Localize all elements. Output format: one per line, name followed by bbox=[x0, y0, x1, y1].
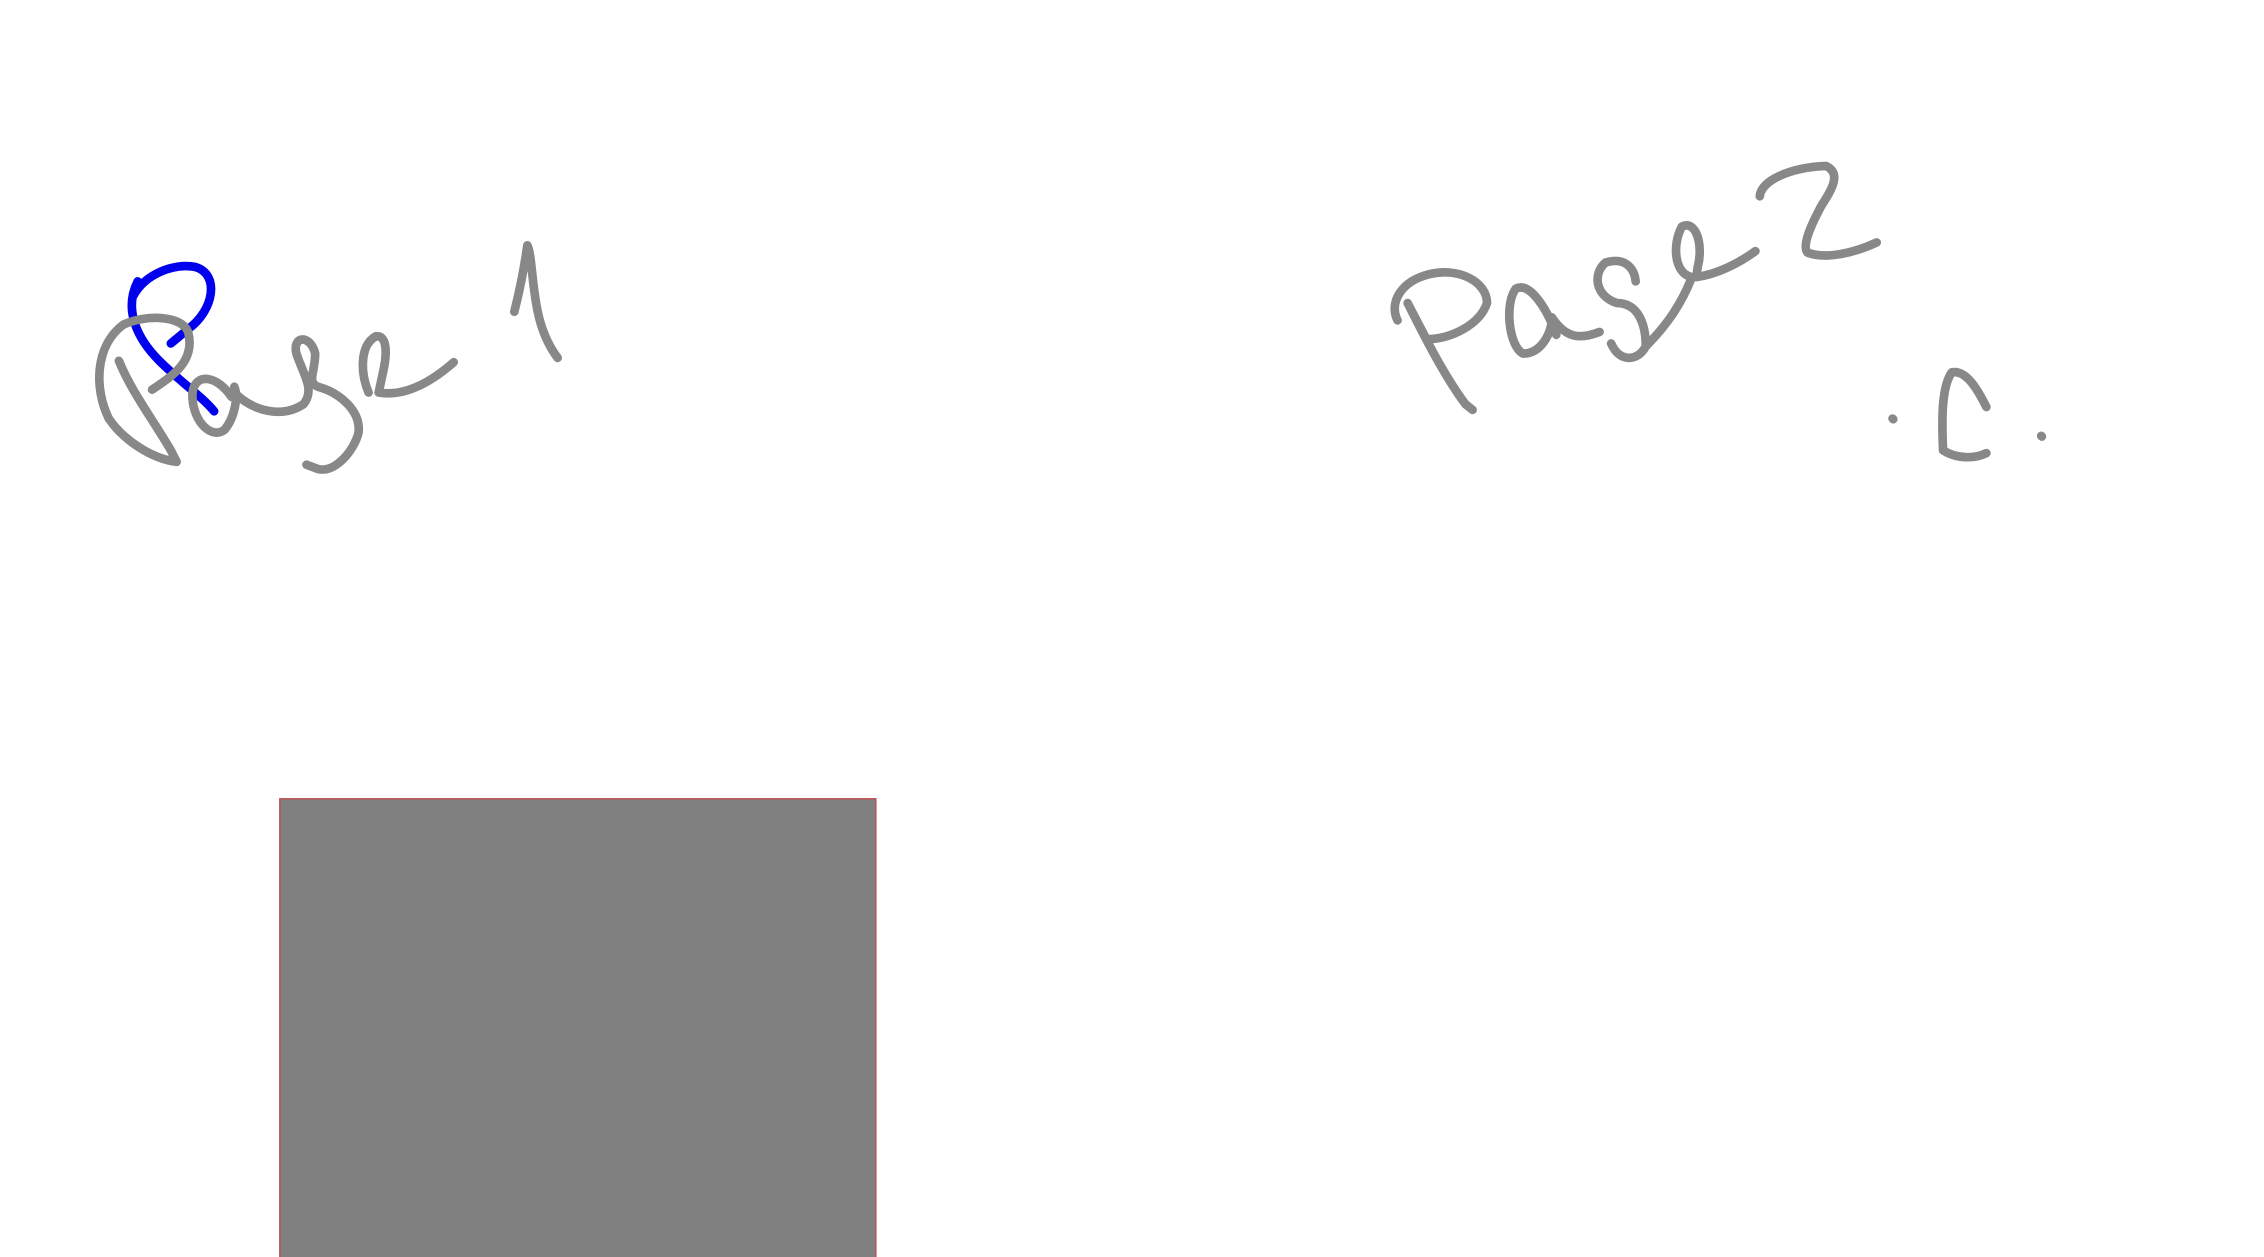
gray-stroke bbox=[188, 374, 241, 437]
gray-stroke bbox=[358, 331, 459, 398]
gray-dot bbox=[1888, 414, 1898, 424]
gray-stroke bbox=[1505, 283, 1604, 358]
gray-rectangle[interactable] bbox=[279, 798, 877, 1257]
gray-dot bbox=[2036, 431, 2047, 441]
gray-stroke bbox=[1755, 161, 1882, 260]
blue-stroke bbox=[128, 261, 216, 348]
gray-stroke bbox=[95, 313, 194, 467]
gray-stroke bbox=[1641, 221, 1760, 351]
gray-stroke bbox=[1938, 367, 1991, 462]
gray-stroke bbox=[230, 335, 363, 474]
handwriting-page-1 bbox=[95, 241, 562, 474]
gray-stroke bbox=[1390, 268, 1492, 415]
blue-stroke bbox=[127, 277, 219, 416]
handwriting-page-2 bbox=[1390, 161, 2047, 462]
gray-stroke bbox=[509, 241, 562, 363]
gray-stroke bbox=[1593, 256, 1651, 363]
